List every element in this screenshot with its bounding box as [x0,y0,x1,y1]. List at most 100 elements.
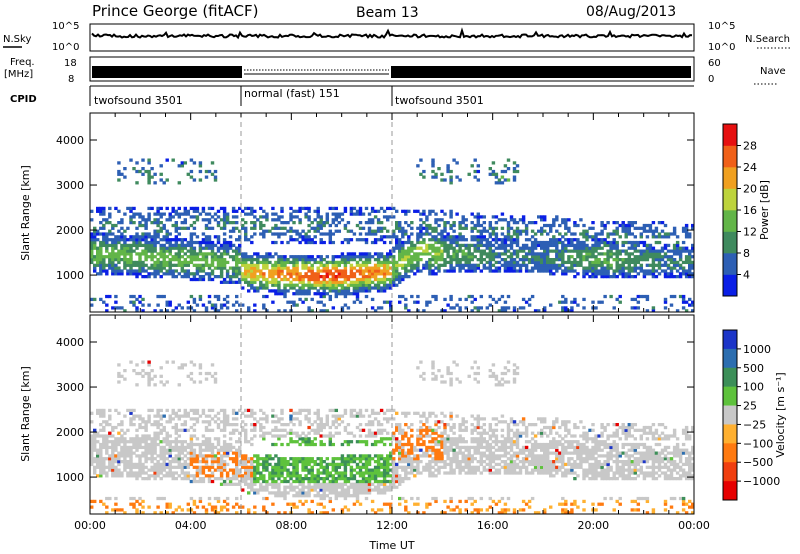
power-cell [419,246,423,250]
power-cell [280,269,284,273]
power-cell [476,243,481,248]
velocity-cell [367,485,372,489]
power-cell [419,258,423,262]
power-cell [437,269,441,273]
power-cell [370,206,375,211]
velocity-cell [307,477,311,481]
velocity-cell [250,462,254,467]
velocity-cell [262,505,266,509]
velocity-cell [102,408,106,413]
power-cell [135,212,139,216]
power-cell [222,303,227,307]
power-cell [265,229,269,233]
power-cell [606,260,610,265]
power-cell [307,283,311,287]
velocity-cell [129,448,133,452]
power-cell [524,243,529,248]
power-cell [431,263,435,267]
power-cell [292,221,296,225]
power-cell [382,255,387,259]
power-cell [195,272,200,276]
velocity-cell [238,468,242,472]
velocity-cell [111,454,115,458]
velocity-cell [213,454,218,458]
power-cell [627,260,632,265]
power-cell [171,275,175,279]
velocity-cell [186,411,191,415]
power-cell [407,255,411,259]
velocity-cell [174,442,179,447]
velocity-cell [102,468,106,472]
velocity-cell [156,420,160,424]
velocity-cell [265,482,269,486]
power-cell [120,172,124,176]
velocity-cell [213,508,218,512]
power-cell [253,221,257,225]
power-cell [552,243,556,248]
power-cell [642,269,647,273]
power-cell [660,246,665,250]
velocity-cell [135,448,139,452]
velocity-cell [228,457,233,461]
power-cell [322,263,326,267]
velocity-cell [117,451,121,455]
power-cell [259,260,263,265]
power-cell [588,275,592,279]
power-cell [111,240,115,245]
power-cell [177,258,182,262]
power-cell [389,309,393,313]
power-cell [527,258,532,262]
power-cell [543,260,547,265]
power-cell [364,260,369,265]
power-cell [241,218,245,222]
power-cell [313,240,317,245]
velocity-cell [138,457,142,461]
velocity-cell [207,448,212,452]
power-cell [518,266,523,270]
power-cell [567,226,571,230]
power-cell [352,258,357,262]
power-cell [404,229,408,233]
power-cell [219,275,224,279]
power-cell [277,292,281,296]
power-cell [162,235,166,239]
velocity-cell [189,448,194,452]
velocity-cell [283,485,287,489]
power-cell [238,260,242,265]
power-cell [105,235,109,239]
power-cell [295,292,299,296]
power-cell [319,232,323,236]
power-cell [395,209,399,213]
velocity-cell [153,437,157,441]
power-cell [262,294,266,299]
power-cell [96,229,100,233]
velocity-cell [376,491,381,495]
power-cell [443,226,447,230]
power-cell [606,269,610,273]
velocity-cell [135,442,139,447]
power-cell [201,209,206,213]
power-cell [102,269,106,273]
power-cell [295,229,299,233]
power-cell [440,238,444,242]
power-cell [579,232,583,236]
velocity-cell [238,451,242,455]
velocity-cell [168,465,172,469]
velocity-cell [352,414,357,418]
power-cell [298,221,302,225]
power-cell [603,272,607,276]
power-cell [663,297,668,302]
power-cell [591,252,595,256]
power-cell [382,277,387,282]
velocity-cell [222,451,227,455]
velocity-cell [370,457,375,461]
power-cell [449,260,453,265]
power-cell [419,269,423,273]
power-cell [434,260,438,265]
power-cell [567,218,571,222]
velocity-cell [192,428,197,432]
power-cell [621,266,625,270]
power-cell [449,226,453,230]
power-cell [135,252,139,256]
power-cell [431,246,435,250]
